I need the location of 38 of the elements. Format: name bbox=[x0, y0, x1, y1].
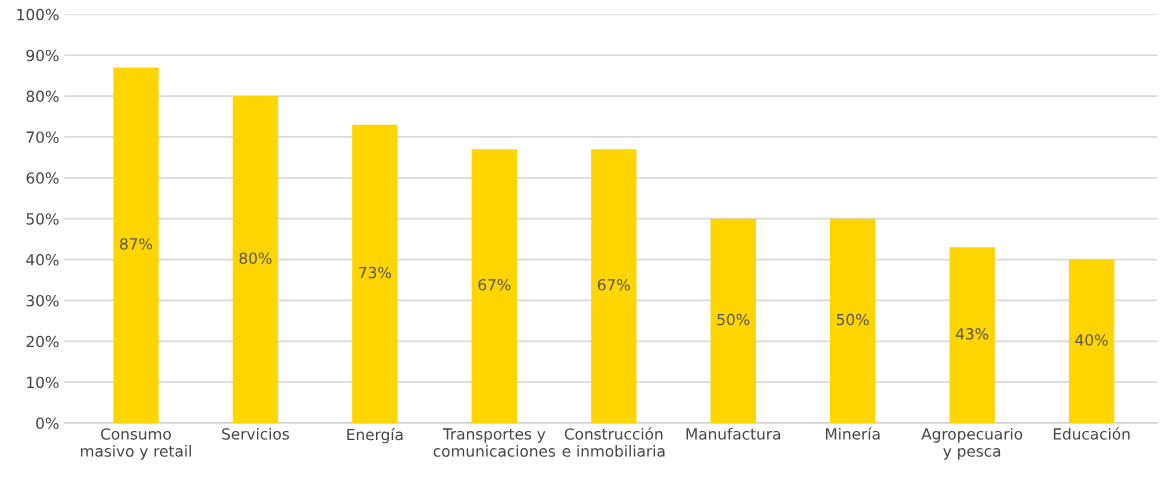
data-label: 50% bbox=[717, 313, 750, 326]
data-label: 80% bbox=[239, 252, 272, 264]
bar bbox=[232, 96, 279, 424]
data-label: 73% bbox=[359, 266, 392, 279]
x-tick-label: Energía bbox=[347, 427, 403, 444]
bar bbox=[113, 67, 159, 424]
data-label: 50% bbox=[836, 313, 869, 326]
y-tick-label: 50% bbox=[26, 213, 59, 225]
x-tick-label: Transportes y comunicaciones bbox=[433, 428, 556, 457]
x-tick-label: Consumo masivo y retail bbox=[80, 428, 191, 460]
bar bbox=[1068, 259, 1115, 424]
x-tick-label: Agropecuario y pesca bbox=[921, 427, 1023, 460]
x-tick-label: Minería bbox=[826, 427, 880, 440]
y-tick-label: 70% bbox=[26, 131, 59, 143]
data-label: 40% bbox=[1075, 334, 1108, 346]
data-label: 67% bbox=[478, 279, 511, 291]
bar bbox=[471, 149, 518, 424]
y-tick-label: 90% bbox=[26, 49, 59, 62]
x-tick-label: Manufactura bbox=[686, 427, 781, 440]
y-tick-label: 30% bbox=[26, 294, 59, 307]
y-tick-label: 80% bbox=[26, 90, 59, 103]
y-tick-label: 40% bbox=[26, 254, 59, 266]
x-tick-label: Construcción e inmobiliaria bbox=[562, 427, 665, 457]
y-tick-label: 100% bbox=[17, 8, 59, 21]
data-label: 87% bbox=[120, 238, 153, 250]
y-tick-label: 60% bbox=[26, 172, 59, 184]
x-tick-label: Servicios bbox=[222, 427, 289, 440]
y-tick-label: 20% bbox=[26, 335, 59, 348]
bar bbox=[710, 218, 756, 424]
y-tick-label: 0% bbox=[36, 417, 59, 430]
bar bbox=[352, 124, 398, 424]
bar bbox=[591, 149, 637, 424]
data-label: 43% bbox=[955, 328, 989, 340]
bar bbox=[830, 218, 876, 424]
x-tick-label: Educación bbox=[1053, 427, 1130, 440]
y-tick-label: 10% bbox=[27, 376, 59, 389]
data-label: 67% bbox=[597, 279, 630, 291]
bar bbox=[949, 247, 995, 424]
